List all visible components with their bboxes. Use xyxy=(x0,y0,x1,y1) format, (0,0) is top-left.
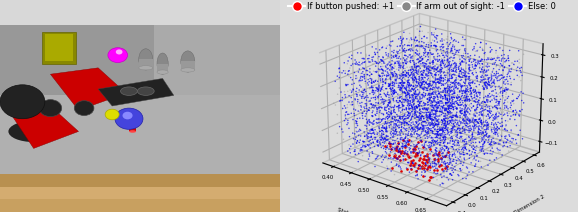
Bar xyxy=(42,32,76,64)
Bar xyxy=(0,110,280,123)
X-axis label: State Dimension 1: State Dimension 1 xyxy=(336,207,386,212)
Bar xyxy=(0,81,280,98)
Polygon shape xyxy=(0,0,154,95)
Circle shape xyxy=(0,85,45,119)
Bar xyxy=(0,199,280,212)
Circle shape xyxy=(108,48,128,63)
Bar xyxy=(0,119,280,136)
Bar xyxy=(181,61,195,70)
Bar xyxy=(129,121,136,131)
Polygon shape xyxy=(0,95,280,174)
Circle shape xyxy=(123,112,132,119)
Bar xyxy=(0,161,280,174)
Circle shape xyxy=(116,49,123,54)
Ellipse shape xyxy=(121,87,138,95)
Bar xyxy=(0,98,280,110)
Polygon shape xyxy=(6,106,79,148)
Polygon shape xyxy=(98,78,174,106)
Polygon shape xyxy=(154,0,280,95)
Circle shape xyxy=(105,109,119,120)
Circle shape xyxy=(115,108,143,129)
Bar xyxy=(0,0,280,81)
Ellipse shape xyxy=(138,87,154,95)
Ellipse shape xyxy=(181,68,195,72)
Ellipse shape xyxy=(139,49,153,70)
Bar xyxy=(45,34,73,61)
Ellipse shape xyxy=(9,121,59,142)
Ellipse shape xyxy=(139,66,153,70)
Bar xyxy=(0,136,280,148)
Ellipse shape xyxy=(157,53,168,74)
Ellipse shape xyxy=(157,70,168,74)
Circle shape xyxy=(75,101,94,116)
Bar xyxy=(0,174,280,187)
Legend: If button pushed: +1, If arm out of sight: -1, Else: 0: If button pushed: +1, If arm out of sigh… xyxy=(288,2,555,11)
Ellipse shape xyxy=(129,130,136,133)
Bar xyxy=(157,64,168,72)
Y-axis label: State Dimension 2: State Dimension 2 xyxy=(499,194,545,212)
Circle shape xyxy=(39,100,62,117)
Polygon shape xyxy=(50,68,126,110)
Bar xyxy=(0,0,280,25)
Bar xyxy=(139,59,153,68)
Bar xyxy=(0,187,280,199)
Bar xyxy=(0,148,280,161)
Ellipse shape xyxy=(181,51,195,72)
Bar xyxy=(0,131,280,148)
